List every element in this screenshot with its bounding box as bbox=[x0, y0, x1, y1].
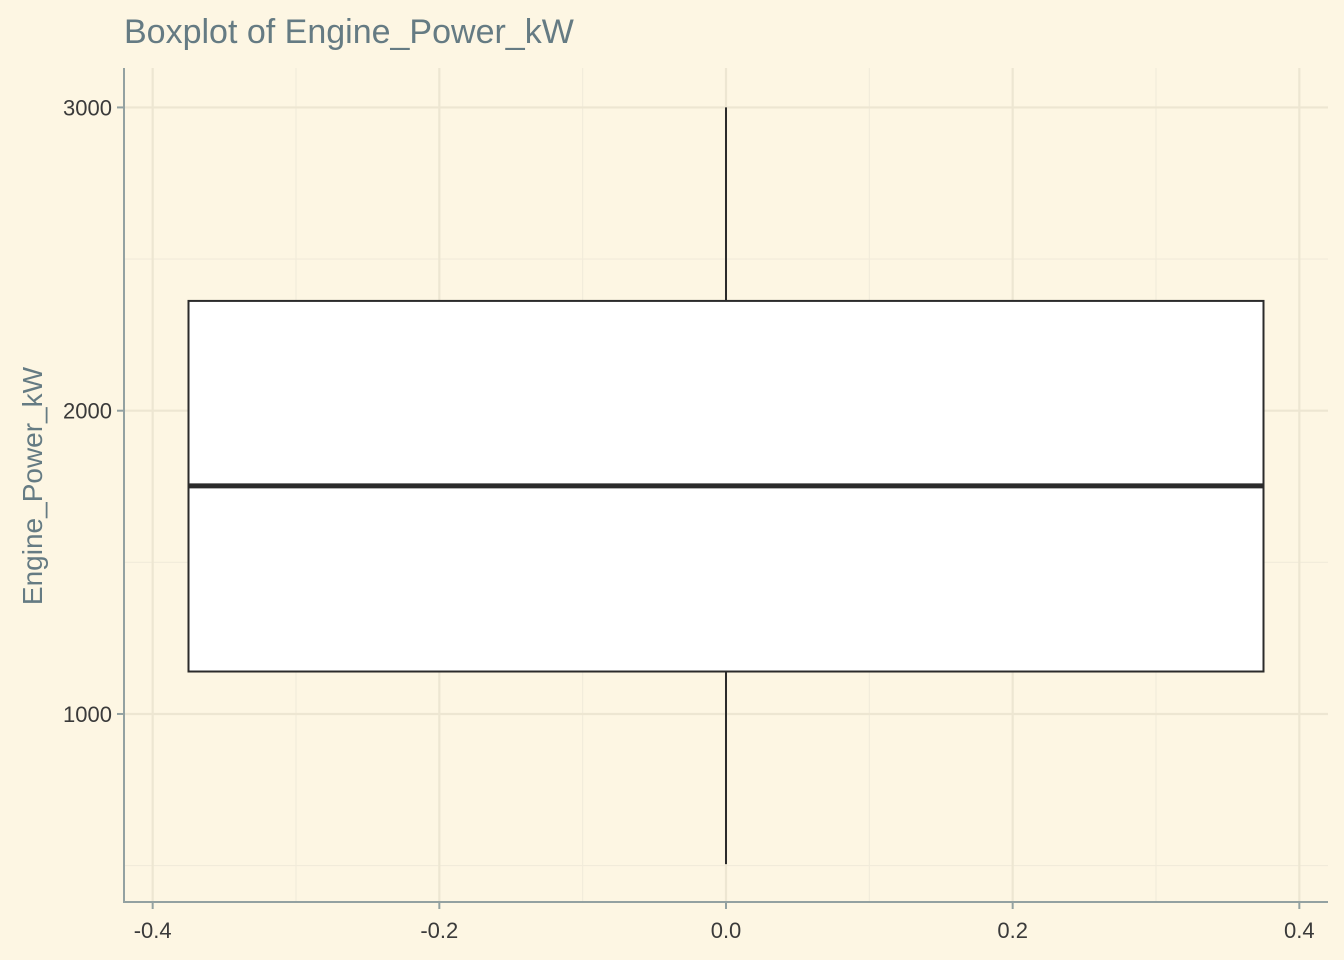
chart-title: Boxplot of Engine_Power_kW bbox=[124, 13, 574, 51]
axis-lines bbox=[123, 68, 1328, 903]
x-tick-label: 0.4 bbox=[1284, 918, 1315, 943]
y-tick-label: 2000 bbox=[63, 399, 112, 424]
x-tick-label: -0.2 bbox=[420, 918, 458, 943]
y-tick-label: 1000 bbox=[63, 702, 112, 727]
x-tick-label: -0.4 bbox=[134, 918, 172, 943]
x-tick-label: 0.0 bbox=[711, 918, 742, 943]
y-axis-label: Engine_Power_kW bbox=[17, 366, 48, 605]
axes: -0.4 -0.2 0.0 0.2 0.4 1000 2000 3000 bbox=[63, 68, 1328, 943]
y-tick-label: 3000 bbox=[63, 95, 112, 120]
boxplot-marks bbox=[187, 107, 1265, 865]
x-tick-label: 0.2 bbox=[997, 918, 1028, 943]
